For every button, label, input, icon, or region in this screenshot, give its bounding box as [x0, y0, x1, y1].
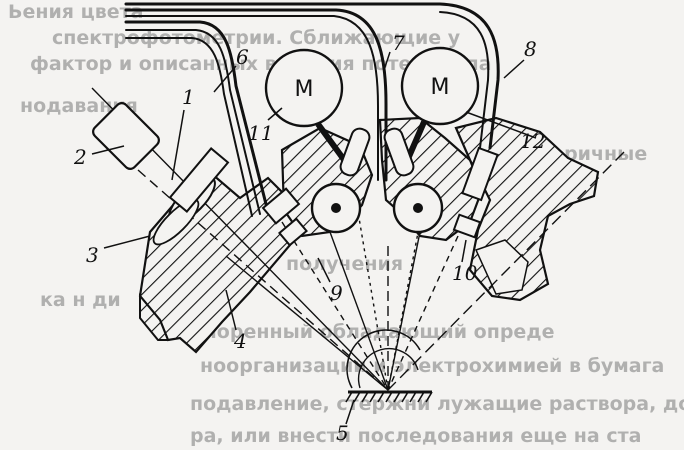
right-housing-cutout [474, 239, 529, 295]
label-6: 6 [236, 45, 249, 69]
label-4: 4 [233, 329, 247, 353]
background-text: Ьения цвета спектрофотометрии. Сближающи… [8, 1, 684, 447]
label-7: 7 [392, 31, 405, 55]
bg-line-4: нодавания [20, 95, 138, 117]
bg-line-7: ка н ди [40, 289, 121, 311]
bg-line-6: получения [286, 253, 403, 275]
number-labels: 1 2 3 4 5 6 7 8 9 10 11 12 [73, 31, 545, 445]
label-8: 8 [524, 37, 537, 61]
light-source [92, 102, 230, 246]
label-10: 10 [452, 261, 478, 285]
fiber-7 [124, 8, 388, 182]
label-5: 5 [336, 421, 349, 445]
bg-line-10: подавление, стержни лужащие раствора, до… [190, 393, 684, 415]
sample-stage [345, 329, 433, 403]
leader-lines [91, 51, 537, 425]
fiber-bundles [124, 2, 500, 217]
label-1: 1 [182, 85, 195, 109]
left-housing-foot [139, 293, 170, 341]
bg-line-9: ноорганизации и электрохимией в бумага [200, 355, 664, 377]
label-9: 9 [330, 281, 343, 305]
label-12: 12 [520, 129, 545, 153]
label-11: 11 [248, 121, 273, 145]
detectors [261, 146, 499, 247]
bg-line-2: спектрофотометрии. Сближающие у [52, 27, 461, 49]
fiber-8 [124, 2, 500, 150]
label-2: 2 [73, 145, 87, 169]
label-3: 3 [86, 243, 99, 267]
motor-12-label: M [431, 75, 450, 100]
motor-11-label: M [295, 77, 314, 102]
bg-line-11: ра, или внести последования еще на ста [190, 425, 641, 447]
bg-line-1: Ьения цвета [8, 1, 143, 23]
rotating-elements [310, 127, 444, 234]
fiber-6 [124, 20, 270, 214]
